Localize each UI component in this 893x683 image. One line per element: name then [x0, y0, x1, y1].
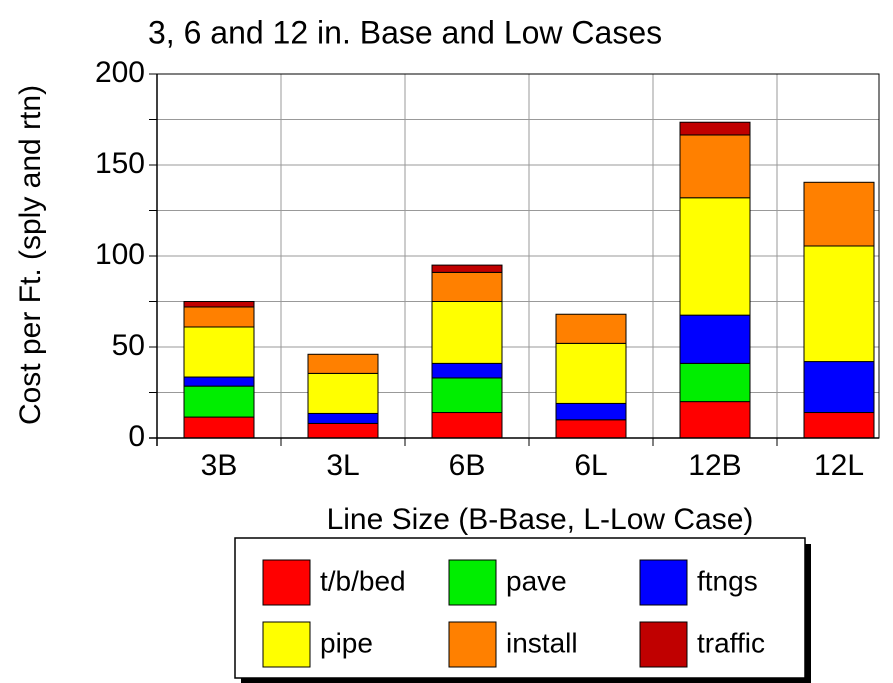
x-tick-label: 6L — [574, 449, 607, 482]
bar-segment — [183, 306, 255, 328]
bar-segment — [431, 377, 503, 414]
bar-segment — [431, 362, 503, 379]
bar-segment — [431, 301, 503, 364]
y-tick-label: 150 — [95, 147, 145, 180]
x-tick-label: 3B — [201, 449, 238, 482]
bar-segment — [307, 412, 379, 424]
chart-title: 3, 6 and 12 in. Base and Low Cases — [148, 14, 662, 50]
bar-segment — [555, 342, 627, 404]
bar-segment — [803, 412, 875, 439]
bar-segment — [555, 313, 627, 344]
bar-segment — [307, 353, 379, 374]
bar-segment — [183, 301, 255, 308]
legend-label: install — [506, 627, 578, 658]
bar-segment — [803, 245, 875, 363]
x-tick-label: 6B — [449, 449, 486, 482]
bar-segment — [307, 422, 379, 439]
x-axis-label: Line Size (B-Base, L-Low Case) — [327, 503, 754, 536]
bar-segment — [307, 372, 379, 414]
legend-swatch — [639, 559, 688, 606]
bar-segment — [679, 121, 751, 136]
bar-segment — [679, 401, 751, 439]
legend-swatch — [639, 621, 688, 668]
legend-label: t/b/bed — [320, 565, 406, 596]
bar-segment — [803, 361, 875, 414]
bar-segment — [183, 385, 255, 418]
legend-swatch — [262, 559, 311, 606]
y-tick-label: 200 — [95, 56, 145, 89]
bar-segment — [679, 197, 751, 316]
legend-swatch — [448, 621, 497, 668]
bar-segment — [431, 271, 503, 303]
bar-segment — [679, 134, 751, 199]
bar-segment — [679, 362, 751, 403]
y-axis-label: Cost per Ft. (sply and rtn) — [14, 85, 47, 425]
bar-segment — [183, 326, 255, 378]
bar-segment — [431, 264, 503, 273]
bar-segment — [431, 412, 503, 439]
bar-segment — [555, 402, 627, 421]
legend-label: pave — [506, 565, 567, 596]
bar-segment — [183, 416, 255, 439]
y-tick-label: 0 — [128, 420, 145, 453]
legend-swatch — [262, 621, 311, 668]
legend-box — [234, 537, 806, 679]
legend-label: traffic — [697, 627, 765, 658]
legend-swatch — [448, 559, 497, 606]
x-tick-label: 12B — [688, 449, 741, 482]
bar-segment — [555, 419, 627, 439]
y-tick-label: 100 — [95, 238, 145, 271]
bar-segment — [803, 181, 875, 247]
legend-label: ftngs — [697, 565, 758, 596]
x-tick-label: 3L — [326, 449, 359, 482]
legend-label: pipe — [320, 627, 373, 658]
bar-segment — [679, 314, 751, 364]
bar-segment — [183, 376, 255, 387]
x-tick-label: 12L — [814, 449, 864, 482]
y-tick-label: 50 — [112, 329, 145, 362]
